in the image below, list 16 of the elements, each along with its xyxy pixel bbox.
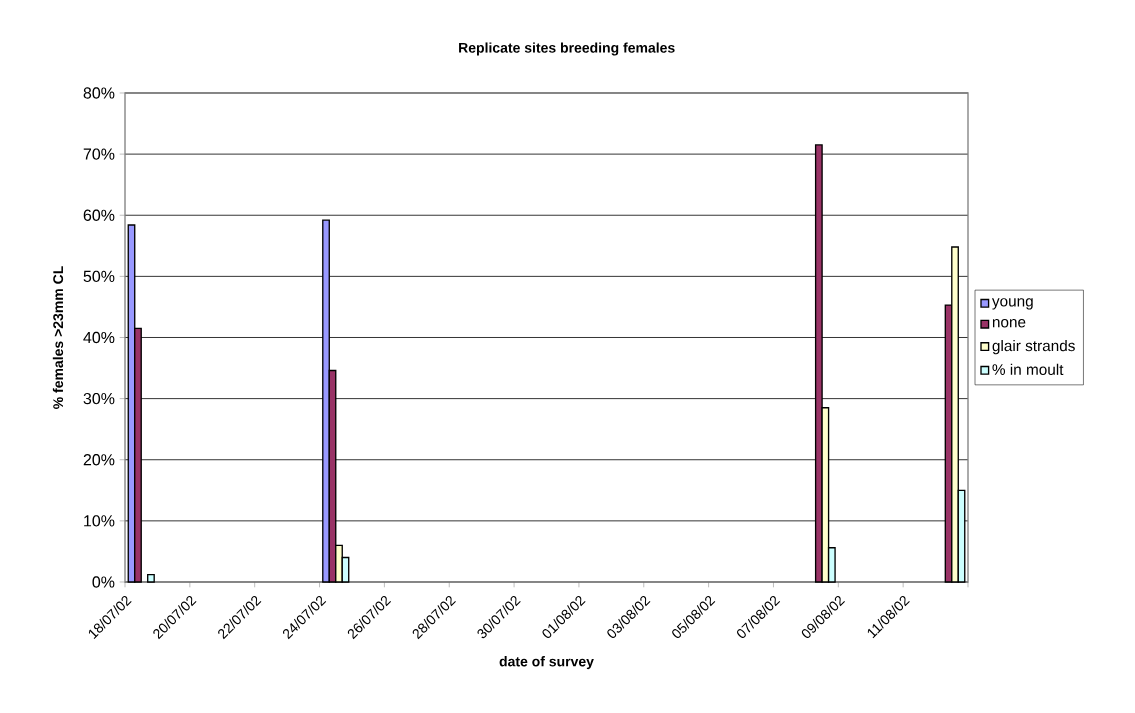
y-tick-label: 60%: [83, 209, 115, 221]
legend-label: % in moult: [992, 363, 1064, 375]
y-axis-title: % females >23mm CL: [52, 266, 64, 409]
legend-label: glair strands: [992, 339, 1075, 355]
y-tick-label: 10%: [84, 515, 115, 527]
y-tick-label: 0%: [92, 576, 115, 588]
legend-label: young: [991, 298, 1033, 310]
x-axis-title: date of survey: [499, 656, 594, 670]
y-tick-label: 80%: [83, 87, 115, 99]
y-tick-label: 40%: [83, 331, 115, 344]
legend-label: none: [992, 319, 1026, 328]
chart-title: Replicate sites breeding females: [459, 42, 675, 56]
y-tick-label: 70%: [83, 148, 115, 160]
y-tick-label: 20%: [83, 454, 115, 466]
y-tick-label: 30%: [83, 392, 115, 405]
y-tick-label: 50%: [83, 270, 115, 283]
